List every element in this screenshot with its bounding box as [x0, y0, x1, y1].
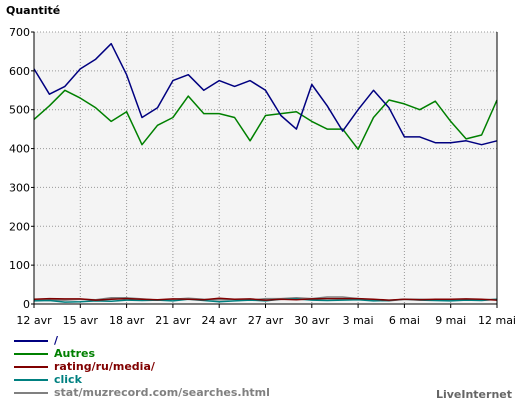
x-tick-label: 18 avr [109, 314, 145, 327]
x-tick-label: 24 avr [202, 314, 238, 327]
x-tick-label: 21 avr [155, 314, 191, 327]
x-tick-label: 12 mai [478, 314, 516, 327]
legend-label: Autres [54, 347, 96, 360]
x-tick-label: 27 avr [248, 314, 284, 327]
series-lines [33, 42, 498, 303]
series-line-2 [33, 297, 498, 301]
legend-entry: stat/muzrecord.com/searches.html [14, 386, 270, 399]
legend-entry: / [14, 334, 270, 347]
legend-label: rating/ru/media/ [54, 360, 155, 373]
series-line-1 [33, 89, 498, 151]
legend-label: / [54, 334, 59, 347]
legend-swatch [14, 339, 48, 342]
legend-label: click [54, 373, 82, 386]
y-tick-label: 600 [9, 65, 30, 78]
grid [34, 31, 497, 304]
x-tick-label: 9 mai [435, 314, 466, 327]
tick-labels: 0 100 200 300 400 500 600 700 12 avr 15 avr 18 avr… [9, 26, 516, 327]
branding-label: LiveInternet [435, 388, 512, 401]
legend-entry: click [14, 373, 270, 386]
legend-entry: Autres [14, 347, 270, 360]
series-line-0 [33, 42, 498, 146]
y-axis-label: Quantité [6, 4, 61, 17]
y-tick-label: 500 [9, 104, 30, 117]
x-tick-label: 30 avr [294, 314, 330, 327]
y-tick-label: 0 [23, 298, 30, 311]
y-tick-label: 700 [9, 26, 30, 39]
y-tick-label: 200 [9, 220, 30, 233]
legend-swatch [14, 378, 48, 381]
legend-entry: rating/ru/media/ [14, 360, 270, 373]
x-tick-label: 12 avr [16, 314, 52, 327]
x-tick-label: 3 mai [343, 314, 374, 327]
y-tick-label: 100 [9, 259, 30, 272]
y-tick-label: 300 [9, 181, 30, 194]
legend: / Autres rating/ru/media/click stat/muzreco… [14, 334, 270, 399]
y-tick-label: 400 [9, 143, 30, 156]
x-tick-label: 15 avr [63, 314, 99, 327]
legend-label: stat/muzrecord.com/searches.html [54, 386, 270, 399]
legend-swatch [14, 365, 48, 368]
axes [31, 31, 498, 308]
legend-swatch [14, 352, 48, 355]
legend-swatch [14, 391, 48, 394]
x-tick-label: 6 mai [389, 314, 420, 327]
